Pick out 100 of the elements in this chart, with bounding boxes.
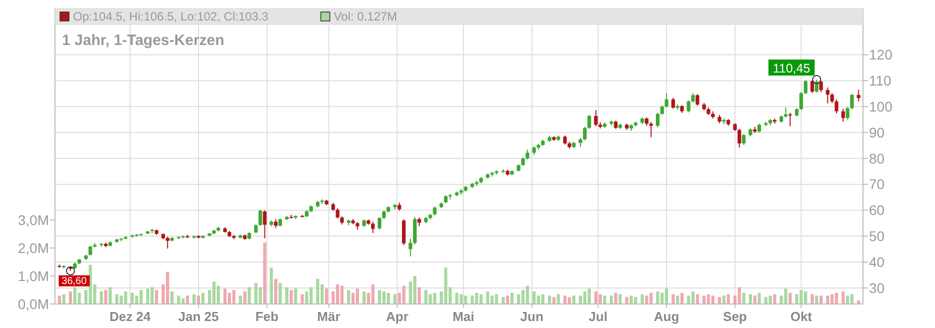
bar xyxy=(810,294,814,304)
legend-label: Vol: 0.127M xyxy=(334,10,398,24)
candlestick xyxy=(660,105,664,116)
x-tick-label: Feb xyxy=(255,309,279,324)
y-tick-label: 80 xyxy=(869,150,885,166)
y2-tick-label: 2,0M xyxy=(18,240,49,256)
bar xyxy=(393,294,397,304)
bar xyxy=(130,292,134,304)
bar xyxy=(378,290,382,304)
y-tick-label: 120 xyxy=(869,46,893,63)
bar xyxy=(773,294,776,304)
bar xyxy=(62,294,66,304)
candlestick xyxy=(841,108,845,122)
bar xyxy=(470,296,474,304)
x-tick-label: Jun xyxy=(520,309,544,324)
y-tick-label: 50 xyxy=(869,228,885,244)
bar xyxy=(192,294,196,304)
bar xyxy=(232,290,236,304)
x-tick-label: Mai xyxy=(452,309,474,324)
bar xyxy=(351,292,355,304)
bar xyxy=(552,296,556,304)
candlestick xyxy=(258,209,262,226)
x-tick-label: Sep xyxy=(723,309,747,324)
x-tick-label: Apr xyxy=(386,309,408,324)
bar xyxy=(610,296,613,304)
bar xyxy=(718,296,722,304)
bar xyxy=(324,288,328,304)
text: 1 Jahr, 1-Tages-Kerzen xyxy=(62,32,224,49)
candlestick xyxy=(336,208,340,220)
bar xyxy=(625,296,628,304)
bar xyxy=(850,294,854,304)
bar xyxy=(104,290,108,304)
bar xyxy=(742,292,746,304)
candlestick xyxy=(413,216,417,245)
bar xyxy=(753,296,756,304)
x-tick-label: Aug xyxy=(654,309,680,324)
bar xyxy=(517,294,520,304)
bar xyxy=(356,288,359,304)
bar xyxy=(768,296,772,304)
bar xyxy=(656,291,660,304)
candlestick xyxy=(810,80,814,94)
x-tick-label: Jan 25 xyxy=(178,309,219,324)
bar xyxy=(146,288,150,304)
y2-tick-label: 0,0M xyxy=(18,296,49,312)
bar xyxy=(568,296,571,304)
legend-label: Op:104.5, Hi:106.5, Lo:102, Cl:103.3 xyxy=(73,10,269,24)
bar xyxy=(532,291,536,304)
bar xyxy=(486,291,490,304)
candlestick xyxy=(656,112,660,128)
candlestick xyxy=(371,221,375,234)
candlestick xyxy=(166,236,170,250)
bar xyxy=(258,287,262,304)
bar xyxy=(645,296,648,304)
bar xyxy=(418,287,421,304)
candlestick xyxy=(788,112,792,127)
candlestick xyxy=(402,218,406,246)
bar xyxy=(521,290,525,304)
y-tick-label: 70 xyxy=(869,176,885,192)
bar xyxy=(494,294,498,304)
bar xyxy=(201,292,204,304)
bar xyxy=(212,282,216,304)
bar xyxy=(788,292,792,304)
bar xyxy=(598,294,602,304)
bar xyxy=(672,294,675,304)
bar xyxy=(177,296,180,304)
candlestick xyxy=(856,89,860,102)
x-tick-label: Mär xyxy=(317,309,340,324)
y-tick-label: 100 xyxy=(869,98,893,114)
candlestick xyxy=(696,94,700,106)
bar xyxy=(216,286,220,304)
bar xyxy=(285,287,288,304)
candlestick xyxy=(378,216,382,230)
bar xyxy=(316,278,320,304)
bar xyxy=(120,296,123,304)
bar xyxy=(58,296,61,304)
bar xyxy=(541,294,544,304)
bar xyxy=(371,284,374,304)
bar xyxy=(676,296,680,304)
candlestick xyxy=(686,100,690,113)
bar xyxy=(556,294,560,304)
x-tick-label: Okt xyxy=(790,309,813,324)
bar xyxy=(630,296,633,304)
bar xyxy=(294,288,298,304)
bar xyxy=(614,292,618,304)
bar xyxy=(702,296,706,304)
bar xyxy=(100,291,103,304)
candlestick xyxy=(804,80,808,95)
candlestick xyxy=(671,97,675,110)
bar xyxy=(223,288,227,304)
bar xyxy=(846,296,850,304)
bar xyxy=(510,292,514,304)
candlestick xyxy=(583,126,587,141)
candlestick xyxy=(850,93,854,110)
bar xyxy=(603,296,606,304)
bar xyxy=(664,288,668,304)
bar xyxy=(238,296,242,304)
y2-tick-label: 1,0M xyxy=(18,268,49,284)
bar xyxy=(696,294,699,304)
candlestick xyxy=(846,106,850,120)
y2-tick-label: 3,0M xyxy=(18,212,49,228)
